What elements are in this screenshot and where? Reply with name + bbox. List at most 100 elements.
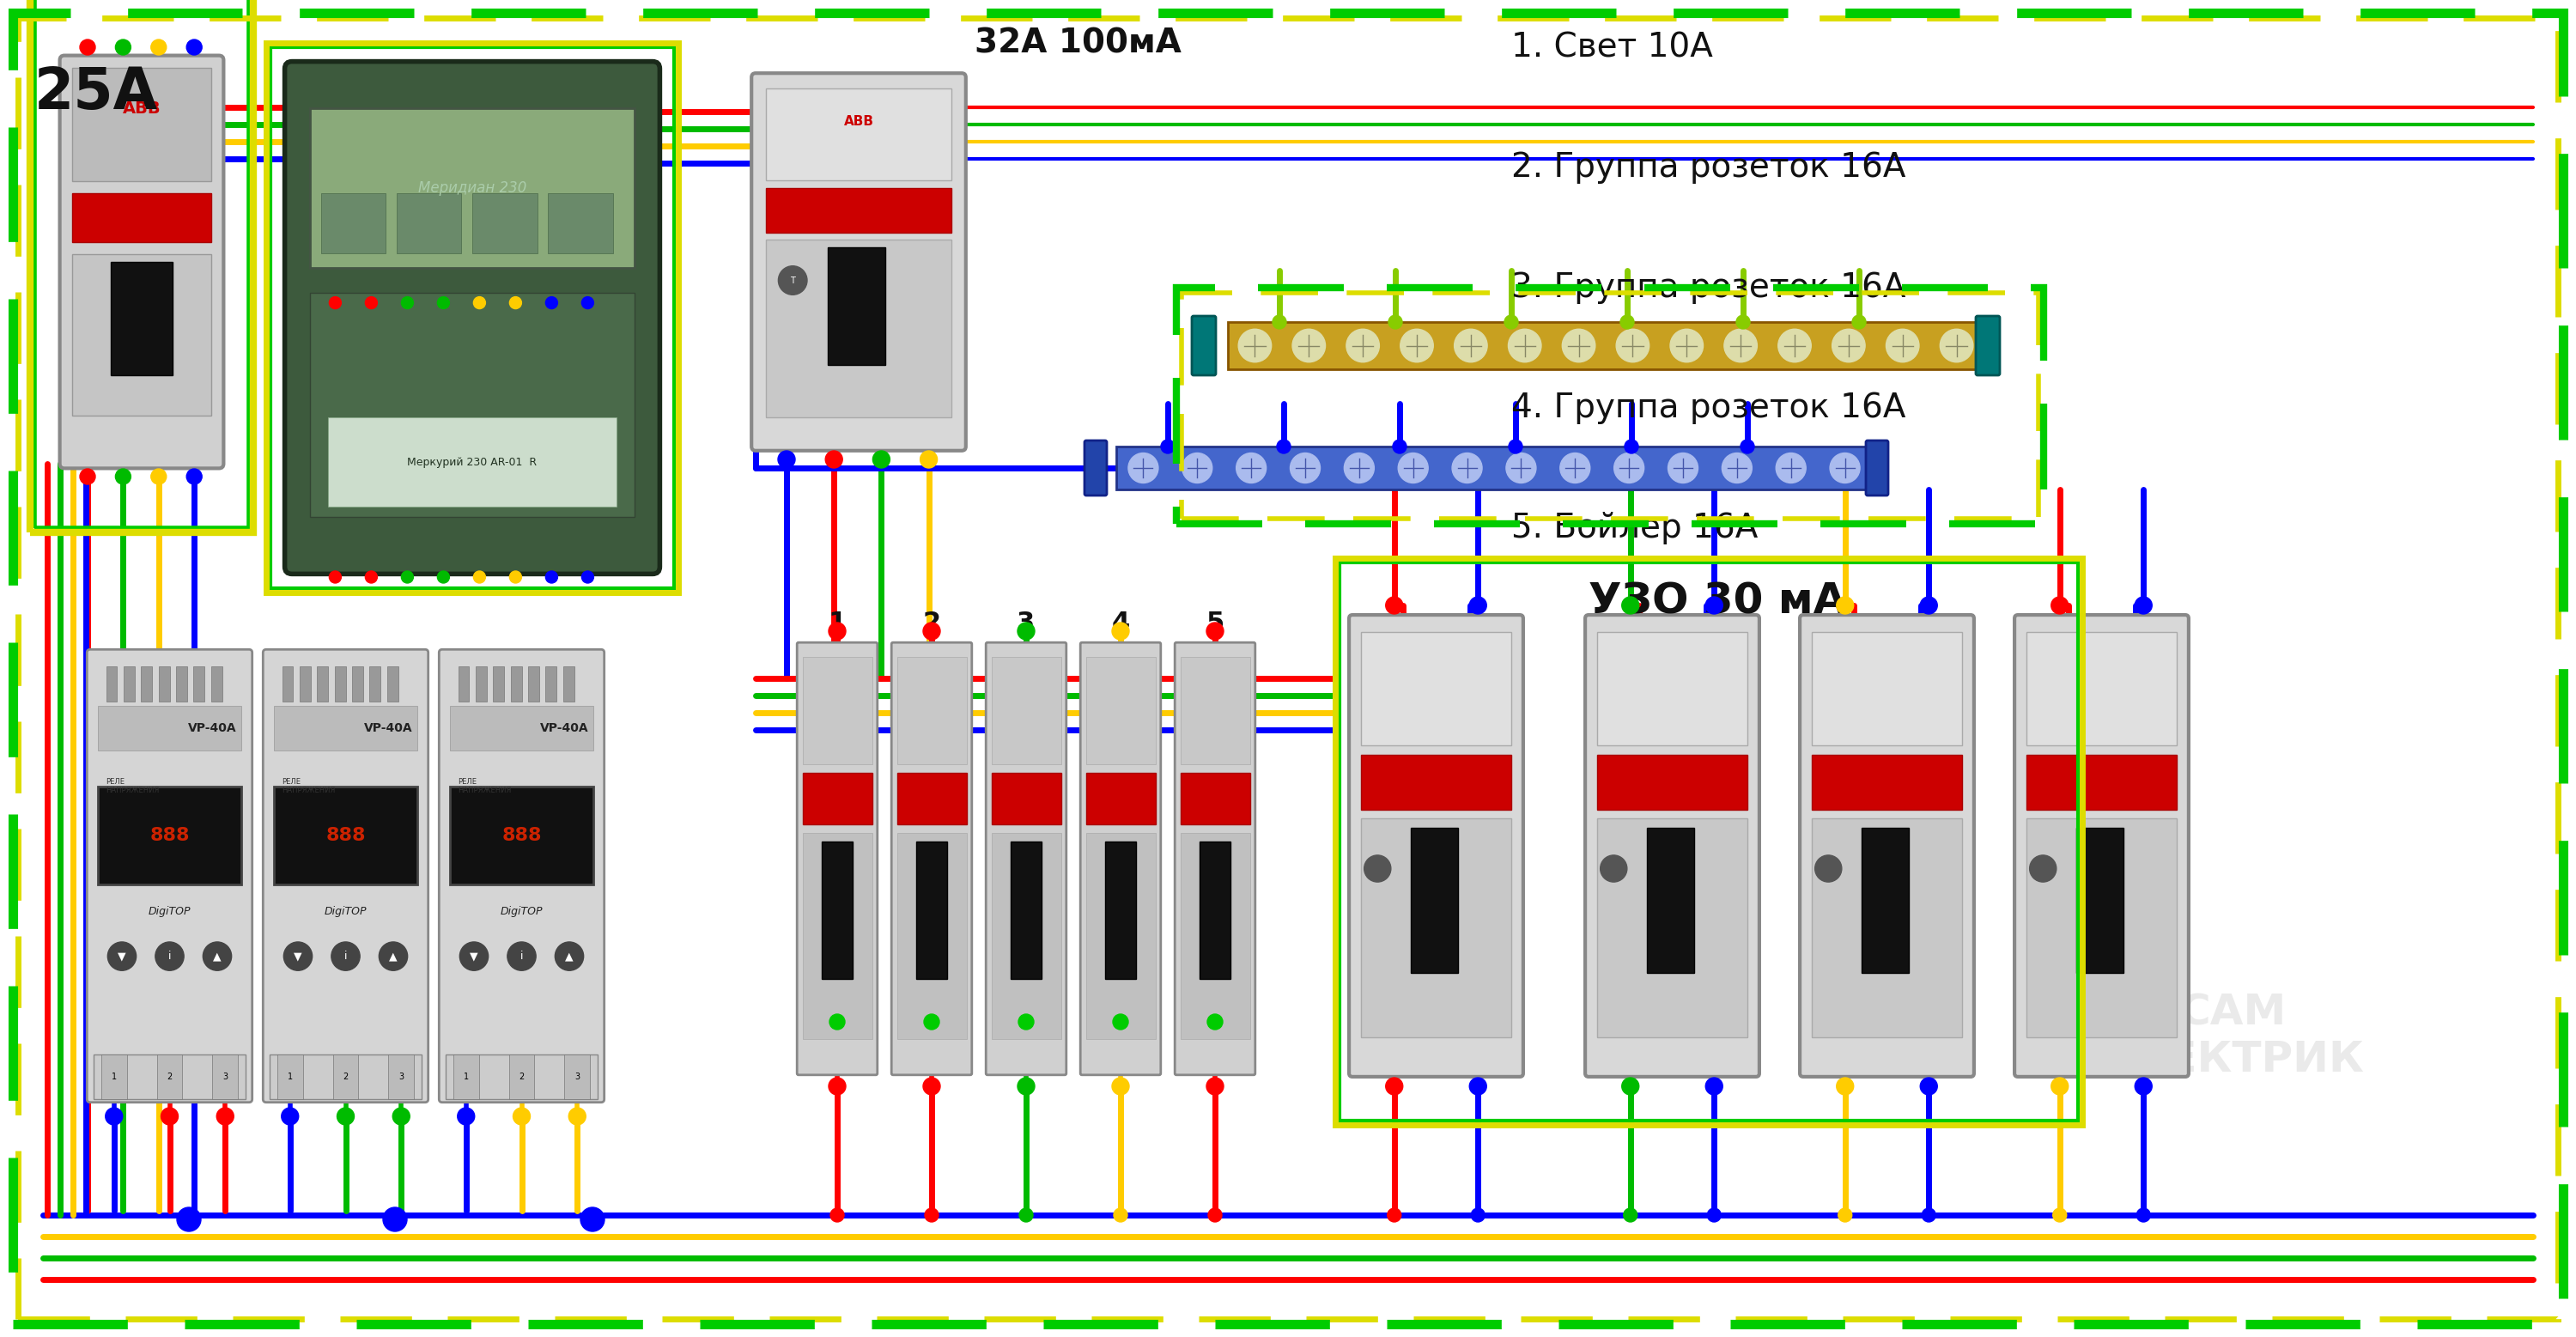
- Text: 25A: 25A: [33, 64, 157, 120]
- FancyBboxPatch shape: [1801, 615, 1973, 1076]
- FancyBboxPatch shape: [1350, 615, 1522, 1076]
- Text: 1: 1: [289, 1072, 294, 1082]
- Circle shape: [582, 297, 592, 309]
- Text: VP-40A: VP-40A: [363, 722, 412, 734]
- Bar: [2027, 755, 2177, 809]
- Bar: [765, 239, 951, 417]
- Circle shape: [1162, 440, 1175, 453]
- Circle shape: [1291, 453, 1319, 483]
- Circle shape: [1623, 1078, 1638, 1095]
- Circle shape: [1399, 453, 1427, 483]
- Bar: [492, 666, 505, 702]
- Circle shape: [1018, 623, 1036, 639]
- Circle shape: [1615, 453, 1643, 483]
- Circle shape: [281, 1108, 299, 1124]
- Circle shape: [392, 1108, 410, 1124]
- Bar: [446, 1055, 598, 1099]
- Circle shape: [379, 943, 407, 971]
- Bar: [804, 656, 871, 765]
- Text: ▲: ▲: [214, 951, 222, 961]
- Circle shape: [1468, 1078, 1486, 1095]
- Circle shape: [106, 1108, 124, 1124]
- Circle shape: [922, 623, 940, 639]
- Bar: [992, 773, 1061, 825]
- Bar: [283, 666, 294, 702]
- Circle shape: [507, 943, 536, 971]
- Bar: [335, 666, 345, 702]
- Circle shape: [1600, 856, 1628, 882]
- Bar: [1105, 841, 1136, 979]
- Text: 3: 3: [1018, 610, 1036, 635]
- Text: i: i: [520, 951, 523, 961]
- FancyBboxPatch shape: [286, 62, 659, 574]
- Circle shape: [1018, 1078, 1036, 1095]
- FancyBboxPatch shape: [2014, 615, 2190, 1076]
- Circle shape: [1347, 329, 1378, 362]
- Text: ABB: ABB: [845, 115, 873, 128]
- Text: 2: 2: [922, 610, 940, 635]
- Bar: [510, 666, 520, 702]
- Text: 32A 100мА: 32A 100мА: [974, 27, 1182, 59]
- Circle shape: [152, 40, 167, 55]
- Circle shape: [438, 297, 448, 309]
- Text: РЕЛЕ
НАПРЯЖЕНИЯ: РЕЛЕ НАПРЯЖЕНИЯ: [459, 778, 513, 794]
- Circle shape: [554, 943, 585, 971]
- Text: ▼: ▼: [469, 951, 479, 961]
- Bar: [72, 68, 211, 182]
- Circle shape: [920, 451, 938, 468]
- Bar: [33, 0, 250, 528]
- Circle shape: [384, 1207, 407, 1231]
- Bar: [1180, 773, 1249, 825]
- Bar: [98, 786, 242, 885]
- Text: ▲: ▲: [564, 951, 574, 961]
- Circle shape: [1206, 623, 1224, 639]
- Circle shape: [1507, 453, 1535, 483]
- Circle shape: [1886, 329, 1919, 362]
- Text: DigiTOP: DigiTOP: [325, 906, 366, 917]
- Bar: [2027, 818, 2177, 1038]
- Circle shape: [1365, 856, 1391, 882]
- Text: 3. Группа розеток 16А: 3. Группа розеток 16А: [1512, 271, 1906, 303]
- Circle shape: [778, 451, 796, 468]
- Circle shape: [1018, 1015, 1033, 1029]
- Text: i: i: [167, 951, 170, 961]
- Circle shape: [216, 1108, 234, 1124]
- Bar: [353, 666, 363, 702]
- Circle shape: [178, 1207, 201, 1231]
- Bar: [1646, 828, 1695, 973]
- FancyBboxPatch shape: [1865, 440, 1888, 496]
- Text: VP-40A: VP-40A: [541, 722, 587, 734]
- Text: ▼: ▼: [294, 951, 301, 961]
- Bar: [175, 666, 188, 702]
- Text: 5. Бойлер 16А: 5. Бойлер 16А: [1512, 512, 1757, 544]
- Bar: [453, 1055, 479, 1099]
- Bar: [1360, 755, 1512, 809]
- Circle shape: [1705, 596, 1723, 614]
- Text: 1: 1: [464, 1072, 469, 1082]
- Circle shape: [459, 1108, 474, 1124]
- Circle shape: [1669, 453, 1698, 483]
- Text: T: T: [791, 275, 796, 285]
- Circle shape: [1394, 440, 1406, 453]
- Text: 2: 2: [343, 1072, 348, 1082]
- Bar: [896, 656, 966, 765]
- Circle shape: [510, 571, 520, 583]
- Circle shape: [80, 469, 95, 484]
- Circle shape: [1206, 1078, 1224, 1095]
- Circle shape: [1741, 440, 1754, 453]
- Circle shape: [1620, 316, 1633, 329]
- Circle shape: [2050, 596, 2069, 614]
- Circle shape: [1816, 856, 1842, 882]
- Bar: [451, 706, 592, 751]
- Circle shape: [1236, 453, 1267, 483]
- Text: 3: 3: [574, 1072, 580, 1082]
- Circle shape: [1128, 453, 1159, 483]
- Bar: [211, 1055, 237, 1099]
- Bar: [265, 43, 677, 592]
- Bar: [1010, 841, 1041, 979]
- Bar: [528, 666, 538, 702]
- Bar: [822, 841, 853, 979]
- Bar: [827, 247, 886, 365]
- Circle shape: [366, 297, 376, 309]
- Circle shape: [1388, 316, 1401, 329]
